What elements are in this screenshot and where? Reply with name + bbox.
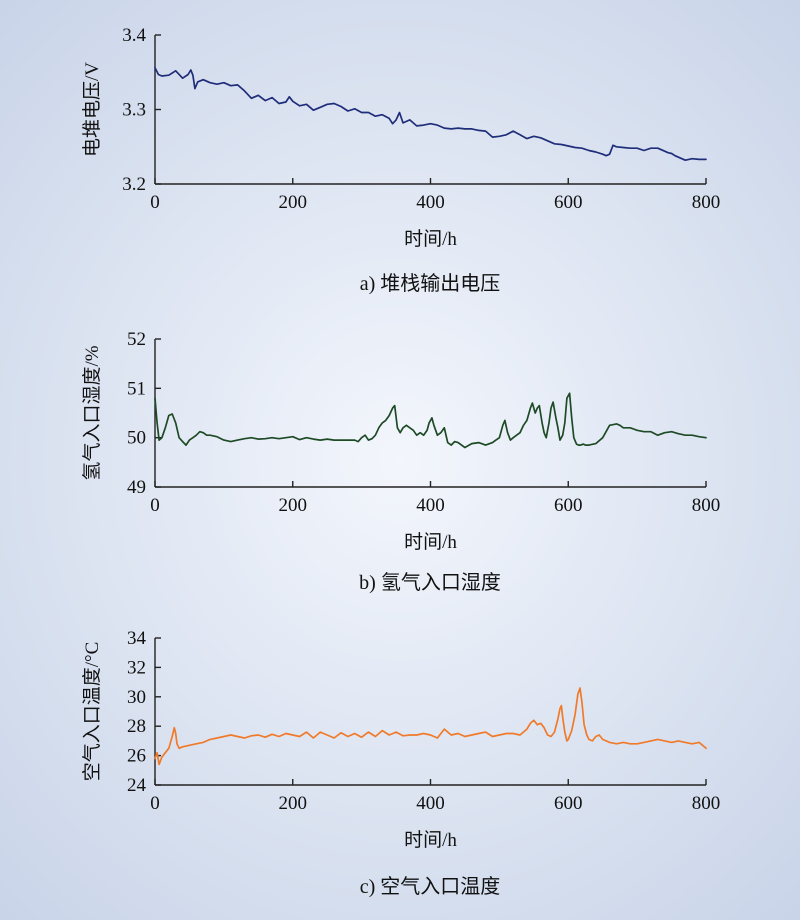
x-tick-label: 0: [150, 495, 160, 516]
x-tick-label: 600: [554, 793, 583, 814]
panel-hydrogen-humidity: 49 50 51 52 0 200 400 600 800 时间/h 氢气入口湿度/% b) 氢气入口…: [81, 329, 720, 594]
y-tick-label: 49: [127, 477, 146, 498]
y-tick-label: 26: [127, 746, 146, 767]
panel-output-voltage: 3.2 3.3 3.4 0 200 400 600 800 时间/h 电堆电压/V a) 堆栈输出电…: [81, 25, 720, 295]
series-line: [154, 66, 707, 162]
x-tick-label: 400: [416, 793, 445, 814]
y-tick-label: 3.3: [122, 100, 146, 121]
y-axis-title: 空气入口温度/°C: [81, 642, 103, 782]
panel-caption: c) 空气入口温度: [360, 875, 501, 898]
panel-caption: a) 堆栈输出电压: [360, 272, 501, 295]
x-tick-label: 200: [279, 495, 308, 516]
panel-air-temperature: 24 26 28 30 32 34 0 200 400 600 800 时间/h 空气入口温度/°C c)…: [81, 628, 720, 898]
x-tick-label: 200: [279, 192, 308, 213]
y-axis-title: 电堆电压/V: [81, 62, 103, 157]
y-tick-label: 3.2: [122, 174, 146, 195]
x-tick-label: 800: [692, 192, 721, 213]
y-tick-label: 51: [127, 378, 146, 399]
y-axis-title: 氢气入口湿度/%: [81, 345, 103, 480]
y-tick-label: 50: [127, 428, 146, 449]
y-tick-label: 32: [127, 657, 146, 678]
series-line: [154, 392, 707, 449]
x-tick-label: 800: [692, 495, 721, 516]
x-axis-title: 时间/h: [404, 531, 457, 553]
y-tick-label: 28: [127, 716, 146, 737]
y-tick-label: 34: [127, 628, 147, 649]
y-tick-label: 3.4: [122, 25, 146, 46]
panel-caption: b) 氢气入口湿度: [359, 571, 501, 594]
x-axis-title: 时间/h: [404, 829, 457, 851]
x-tick-label: 400: [416, 192, 445, 213]
y-tick-label: 52: [127, 329, 146, 350]
y-tick-label: 24: [127, 775, 147, 796]
x-tick-label: 200: [279, 793, 308, 814]
series-line: [154, 687, 707, 766]
x-tick-label: 0: [150, 793, 160, 814]
x-tick-label: 600: [554, 495, 583, 516]
x-tick-label: 400: [416, 495, 445, 516]
y-tick-label: 30: [127, 687, 146, 708]
x-tick-label: 600: [554, 192, 583, 213]
x-axis-title: 时间/h: [404, 228, 457, 250]
x-tick-label: 800: [692, 793, 721, 814]
x-tick-label: 0: [150, 192, 160, 213]
